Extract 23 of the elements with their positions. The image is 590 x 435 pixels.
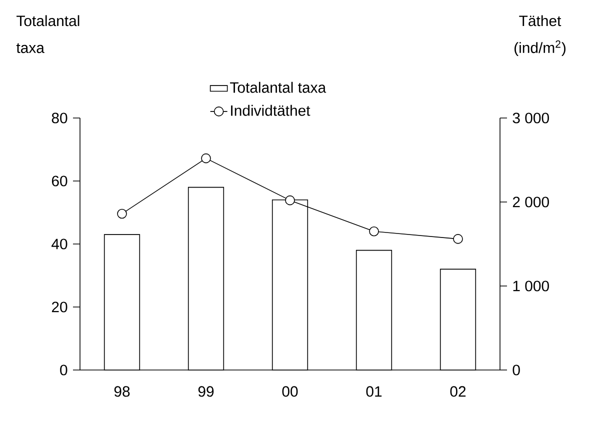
y2-tick-label: 3 000 [512, 112, 549, 124]
y2-axis-title: Täthet (ind/m$^{2}$) [514, 15, 566, 56]
x-tick-label: 02 [450, 386, 466, 397]
point [201, 153, 211, 164]
x-tick-label: 01 [366, 386, 382, 397]
point [369, 226, 379, 236]
y-tick-label: 0 [60, 364, 68, 376]
x-tick-label: 98 [114, 386, 130, 397]
legend-label: Totalantal taxa [230, 82, 326, 93]
point [285, 195, 295, 206]
y-tick-label: 20 [52, 302, 68, 312]
x-tick-label: 00 [282, 386, 298, 397]
y2-tick-label: 1 000 [513, 280, 549, 292]
legend-label: Individtäthet [231, 104, 310, 116]
y-axis-title: Totalantal taxa [16, 15, 80, 54]
y2-tick-label: 0 [512, 364, 520, 376]
x-tick-label: 99 [198, 386, 214, 397]
y-tick-label: 40 [52, 238, 68, 250]
y-tick-label: 80 [52, 112, 68, 124]
point [453, 234, 463, 244]
y-tick-label: 60 [52, 176, 68, 186]
point [117, 208, 127, 219]
y2-tick-label: 2 000 [512, 196, 549, 208]
